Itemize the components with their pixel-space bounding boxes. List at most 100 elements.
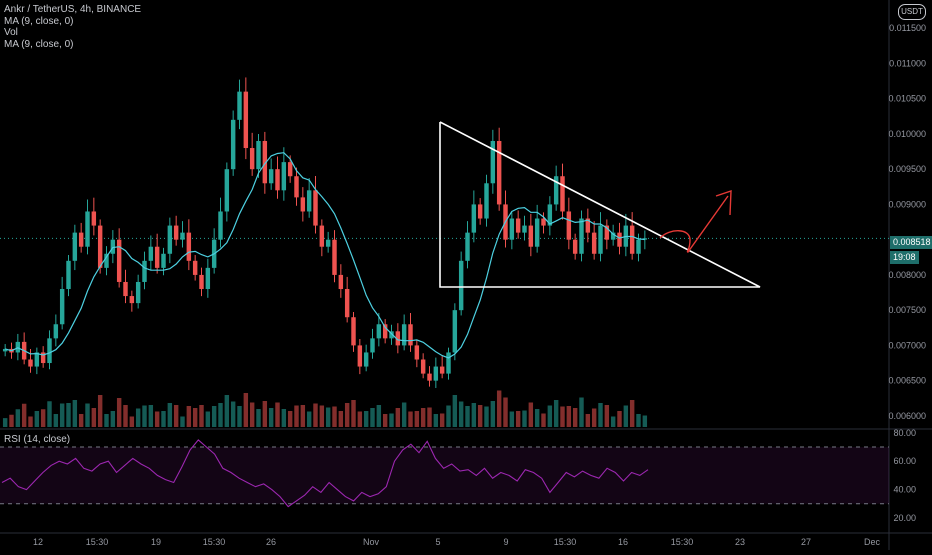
candle-body [275,169,280,191]
candle-body [617,232,622,247]
volume-bar [465,406,470,427]
candle-body [53,324,59,339]
volume-bar [205,411,211,427]
volume-bar [224,395,230,427]
candle-body [509,218,515,240]
volume-bar [313,403,318,427]
time-axis-label: 16 [618,537,628,547]
volume-indicator-label[interactable]: Vol [4,27,18,39]
last-price-tag: 0.008518 [890,236,932,249]
volume-bar [237,406,242,427]
volume-bar [173,405,179,427]
volume-bar [268,408,274,427]
candle-body [427,373,432,381]
candle-body [452,310,458,353]
chart-legend: Ankr / TetherUS, 4h, BINANCE MA (9, clos… [4,4,141,50]
candle-body [541,218,546,226]
volume-bar [256,409,261,427]
candle-body [161,253,166,268]
volume-bar [154,411,160,427]
candle-body [382,324,388,339]
currency-badge[interactable]: USDT [898,4,926,20]
volume-bar [446,405,451,427]
rsi-axis-label: 60.00 [893,456,916,466]
time-axis-label: Nov [363,537,380,547]
volume-bar [91,408,97,427]
candle-body [376,324,382,339]
time-axis-label: 15:30 [554,537,577,547]
candle-body [604,225,610,240]
volume-bar [534,409,540,427]
volume-bar [47,401,52,427]
volume-bar [192,408,198,427]
candle-body [547,204,553,226]
volume-bar [40,409,46,427]
volume-bar [585,414,591,427]
volume-bar [503,397,508,427]
volume-bar [522,410,527,427]
price-axis-label: 0.007000 [888,340,926,350]
arrow-head [715,190,732,216]
volume-bar [319,405,325,427]
volume-bar [579,397,584,427]
candle-body [610,232,616,240]
rsi-indicator-label[interactable]: RSI (14, close) [4,434,71,445]
volume-bar [142,405,147,427]
candle-body [408,324,413,346]
candle-body [439,366,445,374]
candle-body [59,289,65,325]
candle-body [306,190,312,212]
candle-body [528,225,534,247]
candle-body [579,218,584,254]
volume-bar [167,403,173,427]
candle-body [585,218,591,233]
volume-bar [490,401,496,427]
candle-body [357,345,363,367]
volume-bar [211,406,217,427]
symbol-title[interactable]: Ankr / TetherUS, 4h, BINANCE [4,4,142,15]
volume-bar [452,395,458,427]
volume-bar [566,406,572,427]
candle-body [370,338,375,353]
volume-bar [262,401,268,427]
volume-bar [186,406,192,427]
candle-body [167,225,173,254]
volume-bar [72,400,78,427]
candle-body [2,348,8,352]
volume-bar [458,401,464,427]
candle-body [433,366,439,381]
volume-bar [281,409,287,427]
ma-indicator-label[interactable]: MA (9, close, 0) [4,15,74,27]
candle-body [123,281,128,297]
candle-body [135,281,141,304]
candle-body [243,91,249,149]
volume-bar [370,408,375,427]
candle-body [230,119,236,170]
volume-bar [34,411,40,427]
candle-body [389,331,394,339]
time-axis-label: 12 [33,537,43,547]
candle-body [287,162,293,177]
candle-body [173,225,179,240]
volume-ma-label[interactable]: MA (9, close, 0) [4,38,74,50]
volume-bar [547,405,553,427]
time-axis-label: 27 [801,537,811,547]
volume-bar [572,408,578,427]
candle-body [534,218,540,247]
candle-body [34,352,40,367]
volume-bar [357,411,363,427]
volume-bar [275,402,280,427]
volume-bar [129,416,135,427]
volume-bar [249,402,255,427]
volume-bar [477,405,483,427]
candle-body [294,176,299,198]
volume-bar [484,406,489,427]
time-axis-label: 5 [435,537,440,547]
volume-bar [9,414,14,427]
volume-bar [351,400,356,427]
rsi-band [0,447,889,504]
volume-bar [123,405,128,427]
volume-bar [598,403,603,427]
